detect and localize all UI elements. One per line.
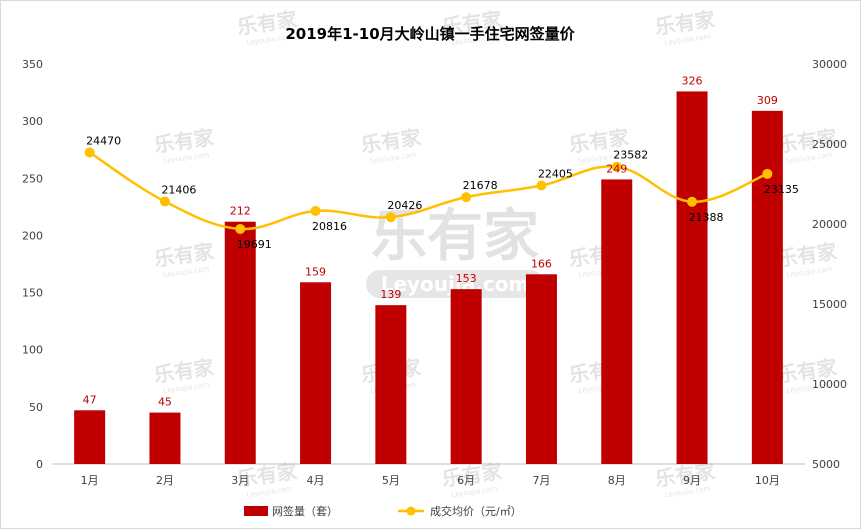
data-labels: 47 45 212 159 139 153 166 249 326 309 24470 21406 19… <box>83 74 799 408</box>
bar-data-label: 153 <box>456 272 477 285</box>
line-data-label: 21406 <box>161 184 196 197</box>
bar <box>300 282 332 464</box>
line-data-label: 23135 <box>764 183 799 196</box>
y-right-tick-label: 20000 <box>812 218 847 231</box>
legend-bar-label: 网签量（套） <box>272 504 338 518</box>
price-point <box>461 192 472 203</box>
y-left-tick-label: 50 <box>29 401 43 414</box>
bar <box>751 110 783 464</box>
legend-line-label: 成交均价（元/㎡） <box>430 504 522 518</box>
price-point <box>84 147 95 158</box>
bar <box>450 289 482 464</box>
price-point <box>310 205 321 216</box>
y-left-tick-label: 200 <box>22 229 43 242</box>
y-right-tick-label: 5000 <box>812 458 840 471</box>
bar-data-label: 166 <box>531 257 552 270</box>
y-right-tick-label: 10000 <box>812 378 847 391</box>
bar <box>525 274 557 464</box>
legend: 网签量（套） 成交均价（元/㎡） <box>244 504 522 518</box>
line-data-label: 21388 <box>689 211 724 224</box>
line-data-label: 20816 <box>312 220 347 233</box>
y-right-tick-label: 30000 <box>812 58 847 71</box>
bar-series <box>74 91 783 464</box>
legend-line-marker <box>406 506 416 516</box>
line-data-label: 21678 <box>463 179 498 192</box>
price-line <box>88 151 768 231</box>
bar <box>149 412 181 464</box>
x-tick-label: 10月 <box>755 474 780 487</box>
y-left-tick-label: 250 <box>22 172 43 185</box>
bar-data-label: 47 <box>83 393 97 406</box>
chart-title: 2019年1-10月大岭山镇一手住宅网签量价 <box>285 25 575 43</box>
price-point <box>687 196 698 207</box>
y-right-tick-label: 15000 <box>812 298 847 311</box>
line-data-label: 24470 <box>86 134 121 147</box>
x-tick-label: 4月 <box>307 474 325 487</box>
y-left-tick-label: 300 <box>22 115 43 128</box>
x-tick-label: 9月 <box>683 474 701 487</box>
bar-data-label: 139 <box>380 288 401 301</box>
bar-data-label: 249 <box>606 162 627 175</box>
price-point <box>235 223 246 234</box>
x-tick-label: 3月 <box>231 474 249 487</box>
bar-data-label: 159 <box>305 265 326 278</box>
watermark-large-pill <box>366 270 544 298</box>
line-data-label: 20426 <box>387 199 422 212</box>
y-left-tick-label: 350 <box>22 58 43 71</box>
x-tick-label: 8月 <box>608 474 626 487</box>
x-tick-label: 7月 <box>532 474 550 487</box>
bar <box>375 305 407 464</box>
price-point <box>536 180 547 191</box>
line-series <box>84 147 773 234</box>
x-tick-label: 2月 <box>156 474 174 487</box>
watermark-large-brand: 乐有家 <box>371 204 539 269</box>
y-left-tick-label: 150 <box>22 287 43 300</box>
line-data-label: 23582 <box>613 149 648 162</box>
bar-data-label: 326 <box>682 74 703 87</box>
axes: 0 50 100 150 200 250 300 350 5000 10000 15000 20000… <box>22 58 847 487</box>
bar-data-label: 309 <box>757 94 778 107</box>
price-point <box>159 196 170 207</box>
line-data-label: 22405 <box>538 168 573 181</box>
x-tick-label: 1月 <box>81 474 99 487</box>
bar <box>74 410 106 464</box>
x-tick-label: 6月 <box>457 474 475 487</box>
price-point <box>385 212 396 223</box>
line-data-label: 19691 <box>237 238 272 251</box>
bar-data-label: 45 <box>158 396 172 409</box>
legend-bar-swatch <box>244 506 268 516</box>
bar <box>676 91 708 464</box>
price-point <box>611 161 622 172</box>
bar-data-label: 212 <box>230 205 251 218</box>
price-point <box>762 168 773 179</box>
y-left-tick-label: 100 <box>22 344 43 357</box>
bar <box>224 221 256 464</box>
x-tick-label: 5月 <box>382 474 400 487</box>
y-right-tick-label: 25000 <box>812 138 847 151</box>
y-left-tick-label: 0 <box>36 458 43 471</box>
bar <box>601 179 633 464</box>
